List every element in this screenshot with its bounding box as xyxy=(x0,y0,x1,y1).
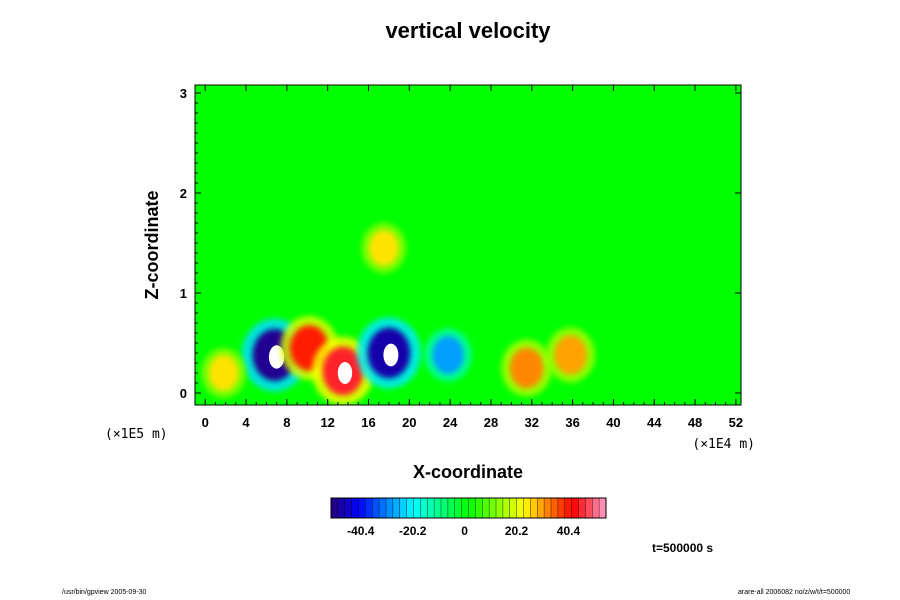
x-tick-label-12: 48 xyxy=(688,415,702,430)
y-scale-note: (×1E5 m) xyxy=(105,427,168,442)
field-core-5 xyxy=(509,347,544,389)
x-tick-label-0: 0 xyxy=(202,415,209,430)
x-tick-label-13: 52 xyxy=(729,415,743,430)
x-tick-label-1: 4 xyxy=(242,415,250,430)
colorbar-cell xyxy=(337,498,346,518)
x-tick-label-3: 12 xyxy=(320,415,334,430)
x-tick-label-8: 32 xyxy=(525,415,539,430)
colorbar-cell xyxy=(592,498,600,518)
colorbar-cell xyxy=(365,498,373,518)
colorbar-cell xyxy=(351,498,359,518)
colorbar-cell xyxy=(523,498,531,518)
colorbar-cell xyxy=(585,498,593,518)
colorbar-cell xyxy=(489,498,497,518)
colorbar-tick-label-1: -20.2 xyxy=(399,524,427,538)
field-core-7 xyxy=(368,230,399,266)
colorbar-cell xyxy=(434,498,442,518)
colorbar-cell xyxy=(475,498,483,518)
x-scale-note: (×1E4 m) xyxy=(692,437,755,452)
plot-area xyxy=(194,84,742,406)
footer-right: arare-all 2006082 no/z/w/t/t=500000 xyxy=(738,589,851,596)
colorbar-cell xyxy=(420,498,428,518)
x-axis-ticks: 0 4 8 12 16 20 24 28 32 36 40 44 48 52 xyxy=(194,85,743,430)
colorbar-cell xyxy=(406,498,414,518)
colorbar-cell xyxy=(564,498,573,518)
colorbar-cell xyxy=(557,498,566,518)
colorbar-tick-label-3: 20.2 xyxy=(505,524,529,538)
colorbar-cell xyxy=(544,498,552,518)
colorbar-cell xyxy=(502,498,511,518)
x-tick-label-7: 28 xyxy=(484,415,498,430)
field-peak-0 xyxy=(268,345,285,369)
velocity-field xyxy=(201,222,596,405)
colorbar-cell xyxy=(399,498,408,518)
colorbar-cell xyxy=(482,498,490,518)
colorbar-cell xyxy=(516,498,524,518)
field-core-8 xyxy=(208,355,239,391)
colorbar-tick-label-0: -40.4 xyxy=(347,524,375,538)
y-tick-label-3: 3 xyxy=(180,86,187,101)
colorbar-cell xyxy=(331,498,339,518)
field-peak-2 xyxy=(337,362,353,384)
colorbar-cell xyxy=(441,498,449,518)
colorbar-ticks: -40.4 -20.2 0 20.2 40.4 xyxy=(347,524,580,538)
colorbar-cell xyxy=(379,498,387,518)
x-tick-label-4: 16 xyxy=(361,415,375,430)
colorbar-cell xyxy=(599,498,607,518)
x-axis-label: X-coordinate xyxy=(413,462,523,482)
colorbar-cell xyxy=(358,498,366,518)
y-axis-ticks: 0 1 2 3 xyxy=(180,86,741,401)
x-tick-label-6: 24 xyxy=(443,415,458,430)
colorbar-cell xyxy=(537,498,545,518)
field-core-6 xyxy=(554,335,587,375)
y-tick-label-1: 1 xyxy=(180,286,187,301)
colorbar xyxy=(330,497,607,519)
footer-left: /usr/bin/gpview 2005-09-30 xyxy=(62,589,147,596)
colorbar-frame xyxy=(330,497,607,519)
colorbar-cell xyxy=(468,498,476,518)
time-label: t=500000 s xyxy=(652,541,714,555)
x-tick-label-2: 8 xyxy=(283,415,290,430)
colorbar-cell xyxy=(461,498,469,518)
field-core-4 xyxy=(432,336,464,374)
colorbar-cell xyxy=(551,498,559,518)
y-tick-label-2: 2 xyxy=(180,186,187,201)
y-axis-label: Z-coordinate xyxy=(142,190,162,299)
plot-frame xyxy=(194,84,742,406)
colorbar-cell xyxy=(571,498,579,518)
colorbar-cell xyxy=(578,498,586,518)
colorbar-cell xyxy=(344,498,353,518)
colorbar-cell xyxy=(413,498,421,518)
colorbar-cell xyxy=(447,498,456,518)
y-tick-label-0: 0 xyxy=(180,386,187,401)
colorbar-cell xyxy=(386,498,394,518)
x-tick-label-11: 44 xyxy=(647,415,662,430)
field-peak-3 xyxy=(383,343,399,367)
colorbar-cell xyxy=(496,498,504,518)
colorbar-cell xyxy=(392,498,401,518)
colorbar-tick-label-2: 0 xyxy=(461,524,468,538)
colorbar-cell xyxy=(427,498,435,518)
colorbar-cell xyxy=(509,498,518,518)
colorbar-cell xyxy=(530,498,538,518)
x-tick-label-10: 40 xyxy=(606,415,620,430)
x-tick-label-9: 36 xyxy=(565,415,579,430)
chart-title: vertical velocity xyxy=(385,18,551,43)
x-tick-label-5: 20 xyxy=(402,415,416,430)
colorbar-cell xyxy=(454,498,463,518)
colorbar-tick-label-4: 40.4 xyxy=(557,524,581,538)
colorbar-cell xyxy=(372,498,380,518)
